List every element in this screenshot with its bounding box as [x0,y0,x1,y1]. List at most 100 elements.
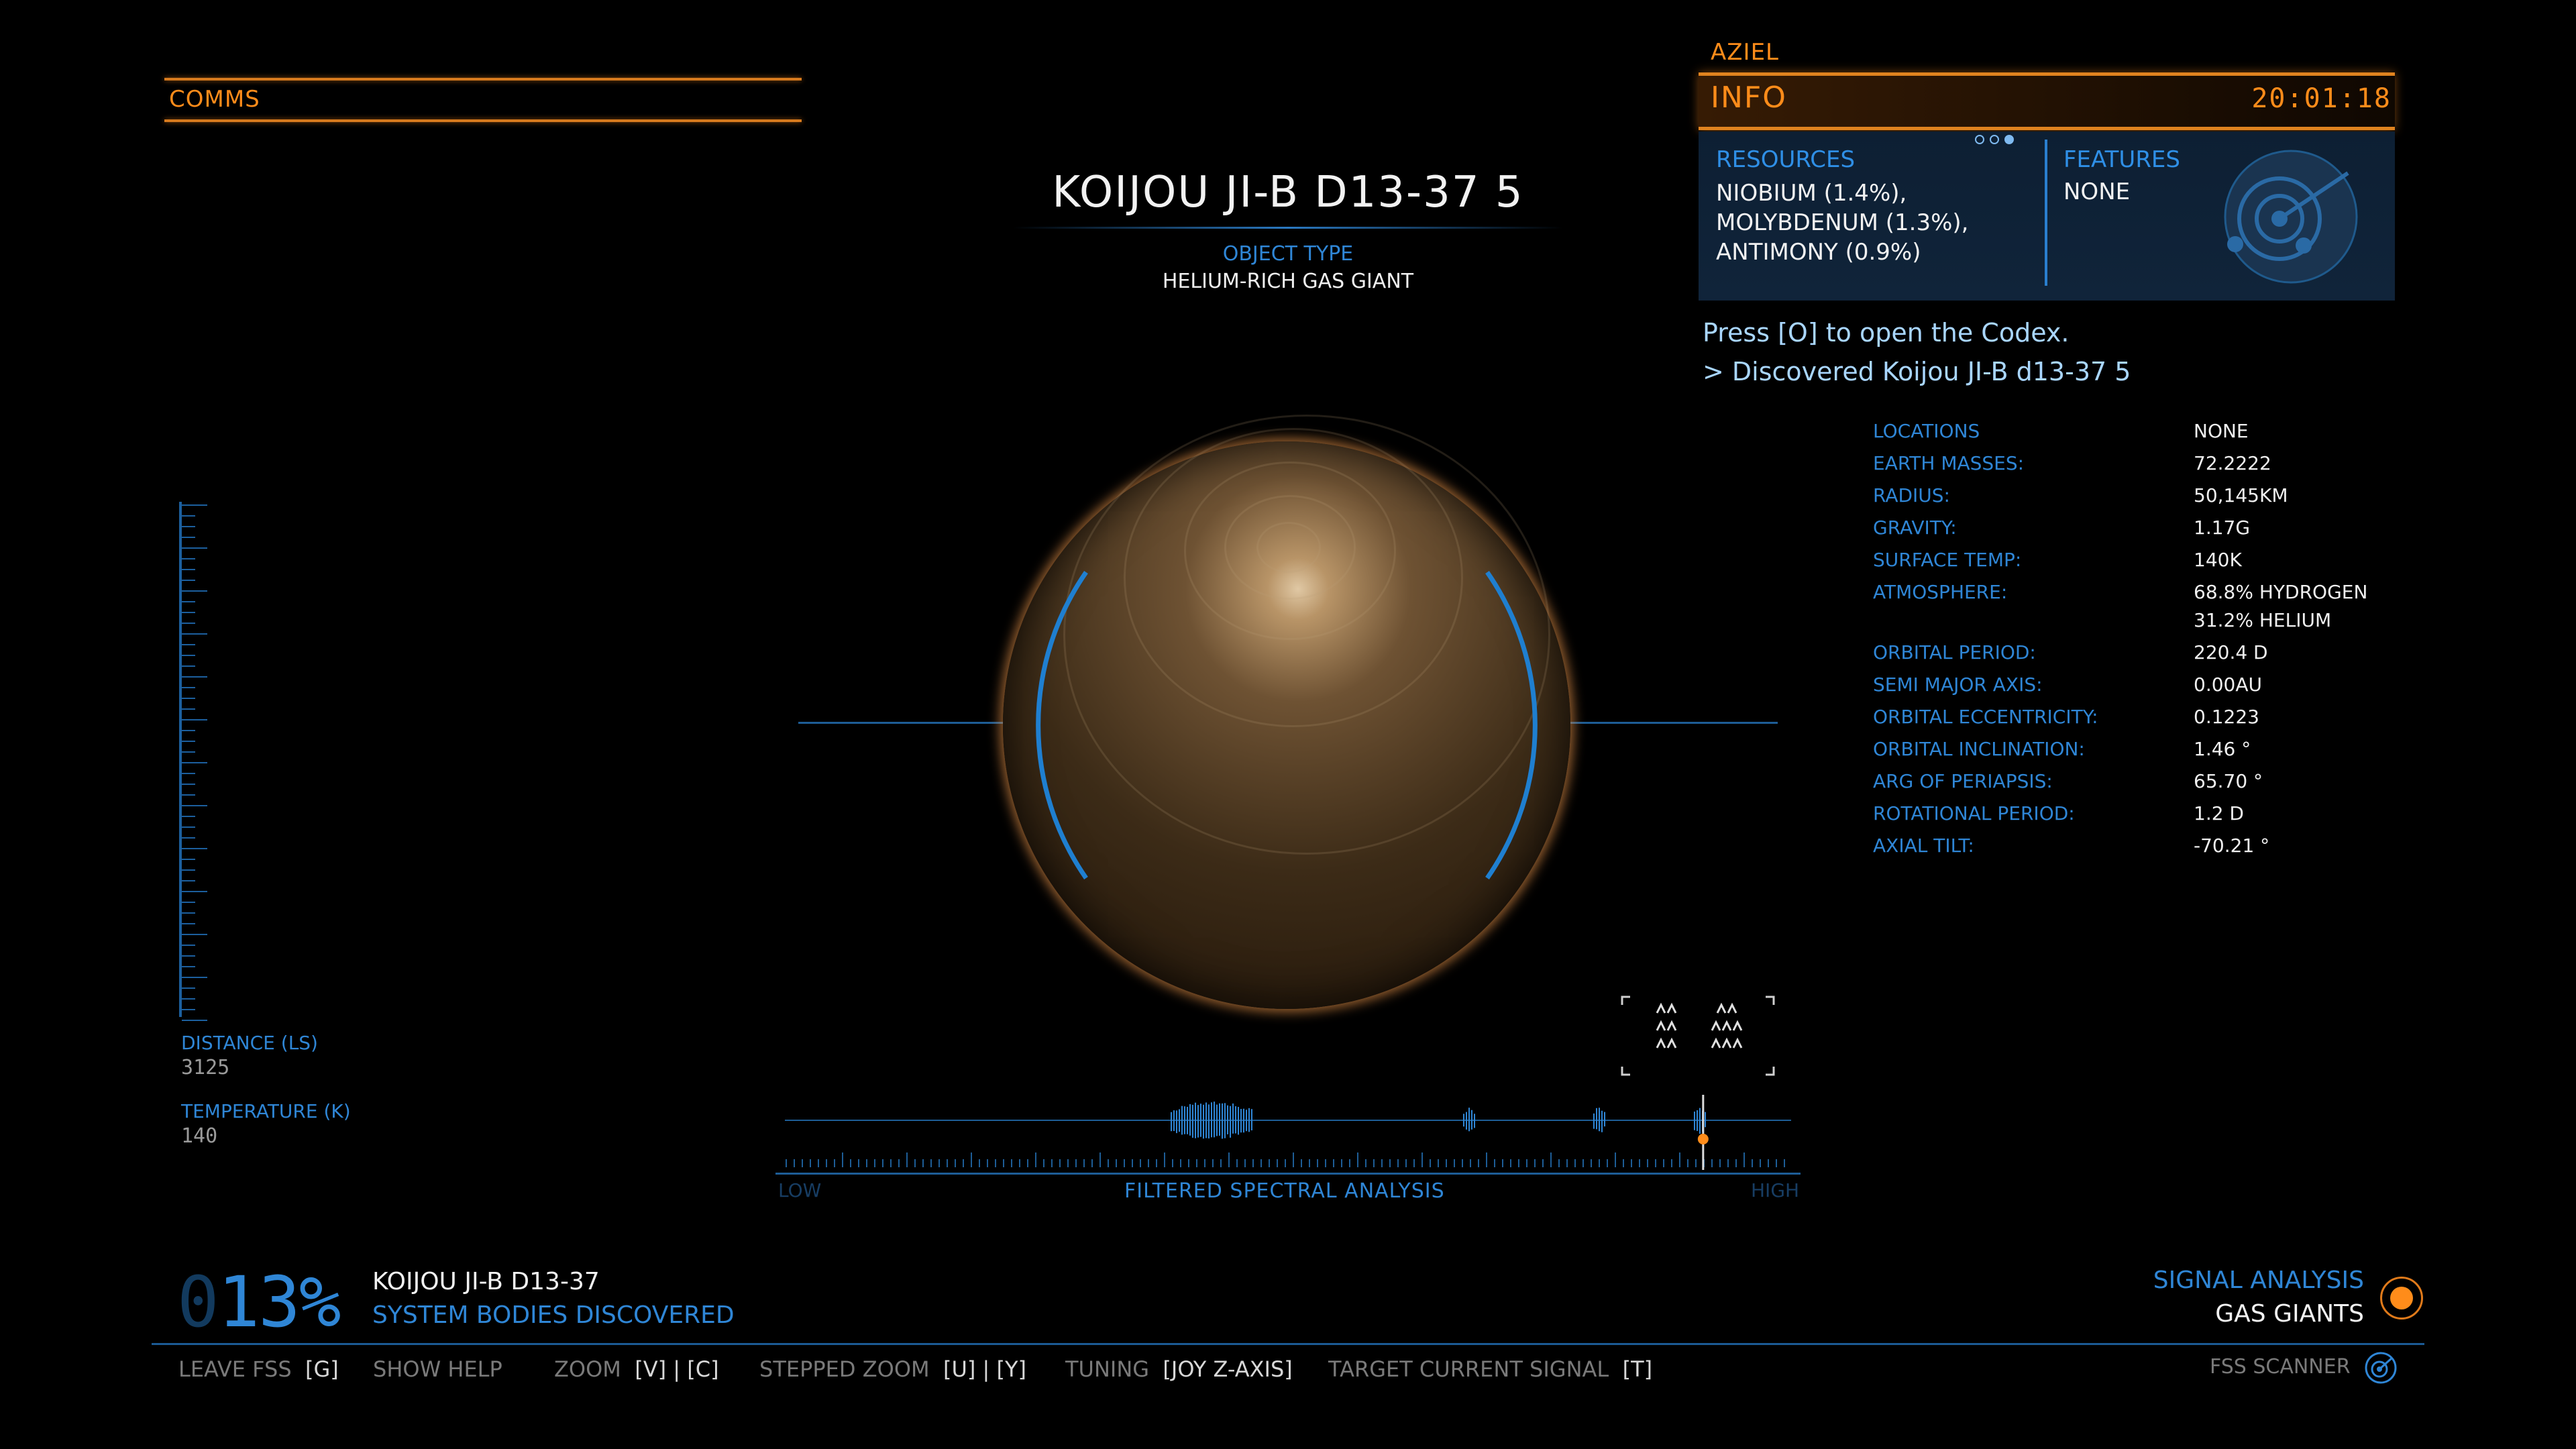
discovery-message: > Discovered Koijou JI-B d13-37 5 [1703,357,2131,386]
stat-label: ROTATIONAL PERIOD: [1873,802,2075,824]
gauge-tick [182,601,195,602]
gauge-tick [182,515,195,517]
zoom-target-frame [1621,996,1775,1076]
page-dot-active[interactable] [2004,135,2014,144]
stat-label: GRAVITY: [1873,517,1957,539]
gauge-tick [182,934,207,935]
control-show-help[interactable]: SHOW HELP [373,1356,502,1382]
stat-label: ATMOSPHERE: [1873,581,2007,603]
gauge-tick [182,945,195,946]
commander-name: AZIEL [1711,39,1779,66]
stat-label: RADIUS: [1873,484,1950,506]
object-type-label: OBJECT TYPE [986,242,1590,266]
stat-value: 68.8% HYDROGEN [2194,581,2367,603]
gauge-tick [182,676,207,678]
stat-label: SEMI MAJOR AXIS: [1873,674,2043,696]
gauge-tick [182,880,195,881]
comms-top-line [164,78,802,80]
page-dot[interactable] [1975,135,1984,144]
gauge-tick [182,912,195,914]
control-tuning[interactable]: TUNING [JOY Z-AXIS] [1065,1356,1293,1382]
stat-value: 72.2222 [2194,452,2271,474]
gauge-tick [182,826,195,828]
signal-type-icon [2380,1277,2423,1320]
gauge-tick [182,558,195,559]
comms-bottom-line [164,119,802,122]
stat-label: SURFACE TEMP: [1873,549,2021,571]
gauge-tick [182,955,195,957]
stat-value: 140K [2194,549,2242,571]
comms-label[interactable]: COMMS [169,86,260,113]
resources-label: RESOURCES [1716,146,1855,173]
object-type-value: HELIUM-RICH GAS GIANT [986,270,1590,293]
control-stepped-zoom[interactable]: STEPPED ZOOM [U] | [Y] [759,1356,1026,1382]
codex-hint: Press [O] to open the Codex. [1703,318,2070,347]
reticle-right-line [1566,722,1778,724]
control-target-signal[interactable]: TARGET CURRENT SIGNAL [T] [1328,1356,1652,1382]
gauge-tick [182,633,207,635]
discovery-percent: 013% [177,1261,339,1343]
bodies-discovered-label: SYSTEM BODIES DISCOVERED [372,1301,735,1329]
stat-value: 31.2% HELIUM [2194,609,2331,631]
gauge-tick [182,987,195,989]
gauge-tick [182,547,207,549]
gauge-tick [182,623,195,624]
stat-value: 220.4 D [2194,641,2268,663]
gauge-tick [182,612,195,613]
distance-label: DISTANCE (LS) [181,1032,318,1054]
gauge-tick [182,762,207,763]
stat-value: 1.46 ° [2194,738,2251,760]
gauge-tick [182,859,195,860]
control-leave-fss[interactable]: LEAVE FSS [G] [178,1356,339,1382]
info-title[interactable]: INFO [1711,80,1787,115]
spectral-high-label: HIGH [1751,1179,1799,1201]
gauge-tick [182,719,207,720]
stat-label: LOCATIONS [1873,420,1980,442]
gauge-tick [182,537,195,538]
gauge-tick [182,708,195,710]
page-dot[interactable] [1990,135,1999,144]
stat-value: 0.00AU [2194,674,2262,696]
stat-label: ARG OF PERIAPSIS: [1873,770,2053,792]
stat-label: ORBITAL INCLINATION: [1873,738,2085,760]
gauge-tick [182,504,207,506]
gauge-tick [182,923,195,924]
gauge-tick [182,1020,207,1021]
gauge-tick [182,526,195,527]
gauge-tick [182,644,195,645]
gauge-tick [182,687,195,688]
stat-label: ORBITAL ECCENTRICITY: [1873,706,2098,728]
info-page-dots[interactable] [1975,134,2019,147]
gauge-tick [182,773,195,774]
title-separator [1013,227,1563,229]
gauge-tick [182,794,195,796]
gauge-tick [182,966,195,967]
gauge-tick [182,848,207,849]
system-name: KOIJOU JI-B D13-37 [372,1268,600,1295]
spectral-waveform[interactable] [775,1095,1801,1173]
features-value: NONE [2063,178,2130,205]
stat-value: NONE [2194,420,2249,442]
gauge-tick [182,580,195,581]
gauge-tick [182,816,195,817]
gauge-tick [182,805,207,806]
spectral-analysis-box[interactable] [775,1095,1801,1175]
signal-analysis-value: GAS GIANTS [2215,1300,2364,1328]
gauge-tick [182,698,195,699]
features-label: FEATURES [2063,146,2180,173]
stat-value: 50,145KM [2194,484,2288,506]
gauge-tick [182,590,207,592]
resources-list: NIOBIUM (1.4%), MOLYBDENUM (1.3%), ANTIM… [1716,178,2031,267]
gauge-tick [182,741,195,742]
tuning-marker-dot[interactable] [1698,1134,1709,1144]
control-zoom[interactable]: ZOOM [V] | [C] [554,1356,719,1382]
percent-leading-digit: 0 [177,1261,218,1343]
gauge-tick [182,665,195,667]
stat-label: EARTH MASSES: [1873,452,2024,474]
gauge-tick [182,751,195,753]
target-header: KOIJOU JI-B D13-37 5 OBJECT TYPE HELIUM-… [986,168,1590,293]
spectral-title: FILTERED SPECTRAL ANALYSIS [1124,1179,1445,1203]
bottom-divider [152,1343,2424,1345]
percent-value: 13% [218,1261,340,1343]
stat-label: AXIAL TILT: [1873,835,1974,857]
